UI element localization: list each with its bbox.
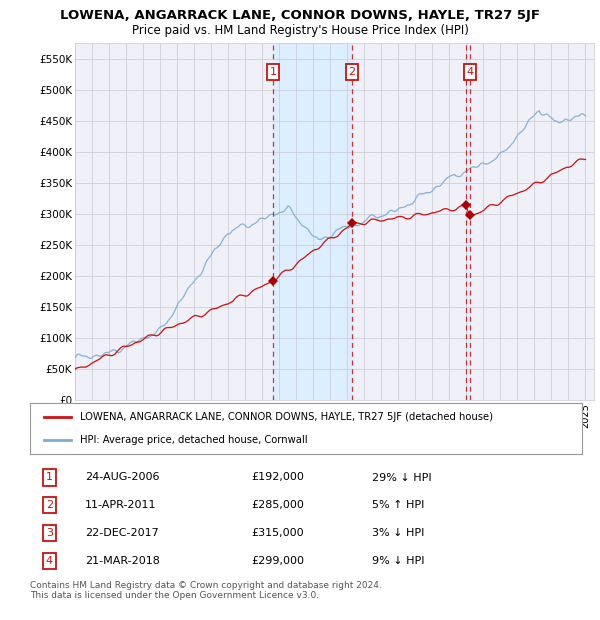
Text: 3: 3 <box>46 528 53 538</box>
Bar <box>466 43 470 400</box>
Text: LOWENA, ANGARRACK LANE, CONNOR DOWNS, HAYLE, TR27 5JF (detached house): LOWENA, ANGARRACK LANE, CONNOR DOWNS, HA… <box>80 412 493 422</box>
Text: 1: 1 <box>46 472 53 482</box>
Text: 4: 4 <box>467 67 473 77</box>
Text: 11-APR-2011: 11-APR-2011 <box>85 500 157 510</box>
Text: 2: 2 <box>349 67 356 77</box>
Text: 22-DEC-2017: 22-DEC-2017 <box>85 528 159 538</box>
Text: LOWENA, ANGARRACK LANE, CONNOR DOWNS, HAYLE, TR27 5JF: LOWENA, ANGARRACK LANE, CONNOR DOWNS, HA… <box>60 9 540 22</box>
Text: Contains HM Land Registry data © Crown copyright and database right 2024.
This d: Contains HM Land Registry data © Crown c… <box>30 581 382 600</box>
Text: 2: 2 <box>46 500 53 510</box>
Bar <box>273 43 352 400</box>
Text: £192,000: £192,000 <box>251 472 304 482</box>
Text: 1: 1 <box>270 67 277 77</box>
Text: 29% ↓ HPI: 29% ↓ HPI <box>372 472 432 482</box>
Text: 21-MAR-2018: 21-MAR-2018 <box>85 556 160 566</box>
Text: HPI: Average price, detached house, Cornwall: HPI: Average price, detached house, Corn… <box>80 435 307 445</box>
Text: 9% ↓ HPI: 9% ↓ HPI <box>372 556 425 566</box>
Text: 5% ↑ HPI: 5% ↑ HPI <box>372 500 425 510</box>
Text: £299,000: £299,000 <box>251 556 304 566</box>
Text: Price paid vs. HM Land Registry's House Price Index (HPI): Price paid vs. HM Land Registry's House … <box>131 24 469 37</box>
Text: £285,000: £285,000 <box>251 500 304 510</box>
Text: £315,000: £315,000 <box>251 528 304 538</box>
Text: 24-AUG-2006: 24-AUG-2006 <box>85 472 160 482</box>
Text: 4: 4 <box>46 556 53 566</box>
Text: 3% ↓ HPI: 3% ↓ HPI <box>372 528 425 538</box>
